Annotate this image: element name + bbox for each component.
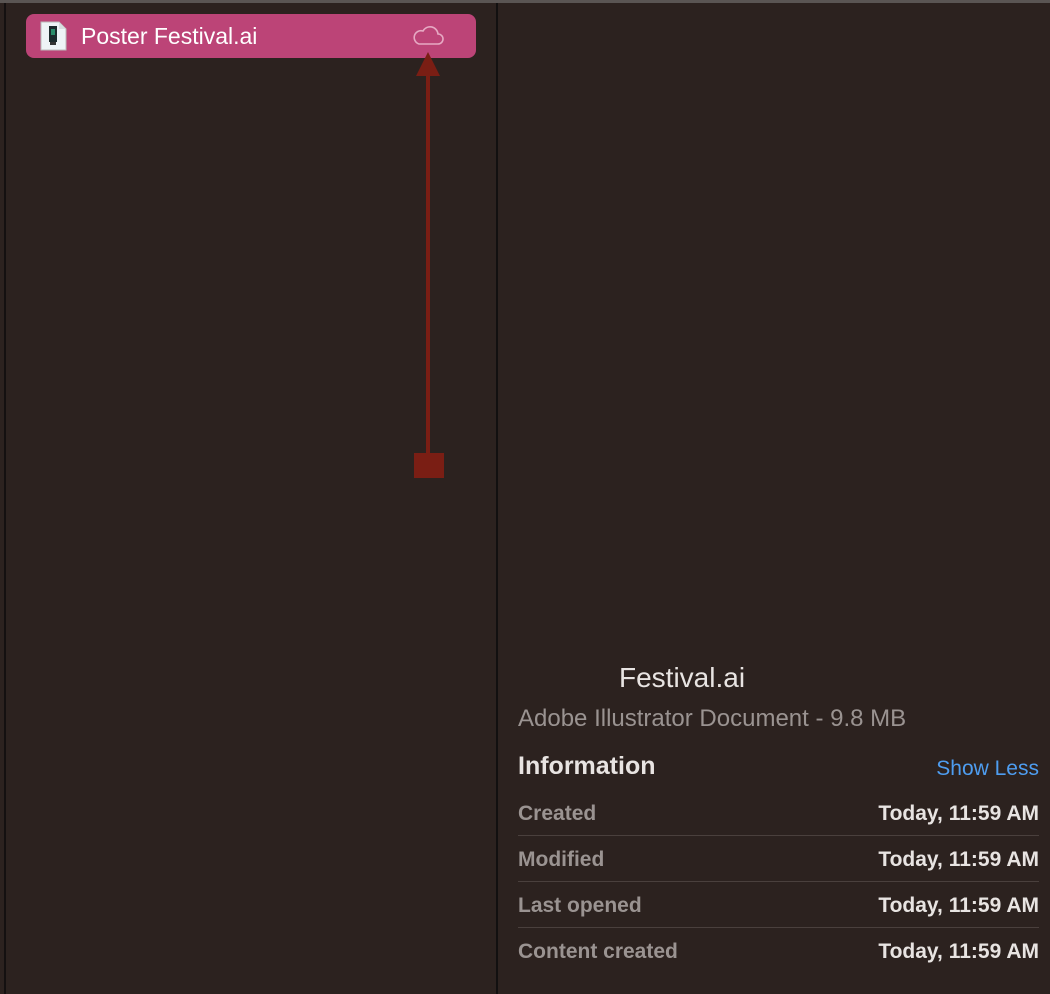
info-label: Content created <box>518 940 678 963</box>
info-value: Today, 11:59 AM <box>878 894 1039 917</box>
info-row-created: Created Today, 11:59 AM <box>518 790 1039 836</box>
row-separator <box>518 835 1039 836</box>
info-value: Today, 11:59 AM <box>878 802 1039 825</box>
info-row-last-opened: Last opened Today, 11:59 AM <box>518 882 1039 928</box>
row-separator <box>518 881 1039 882</box>
show-less-button[interactable]: Show Less <box>936 757 1039 780</box>
preview-title: Festival.ai <box>619 662 746 693</box>
pane-divider[interactable] <box>496 3 498 994</box>
info-label: Created <box>518 802 597 825</box>
file-name: Poster Festival.ai <box>81 23 258 49</box>
info-value: Today, 11:59 AM <box>878 848 1039 871</box>
window-top-border <box>0 0 1050 3</box>
info-value: Today, 11:59 AM <box>878 940 1039 963</box>
info-label: Last opened <box>518 894 642 917</box>
illustrator-file-icon <box>40 21 67 51</box>
row-separator <box>518 927 1039 928</box>
info-row-content-created: Content created Today, 11:59 AM <box>518 928 1039 974</box>
cloud-icon[interactable] <box>412 23 444 47</box>
preview-subtitle: Adobe Illustrator Document - 9.8 MB <box>518 705 907 732</box>
left-edge <box>4 3 6 994</box>
info-row-modified: Modified Today, 11:59 AM <box>518 836 1039 882</box>
information-heading: Information <box>518 752 656 780</box>
file-row-selected[interactable]: Poster Festival.ai <box>26 14 476 58</box>
info-label: Modified <box>518 848 605 871</box>
